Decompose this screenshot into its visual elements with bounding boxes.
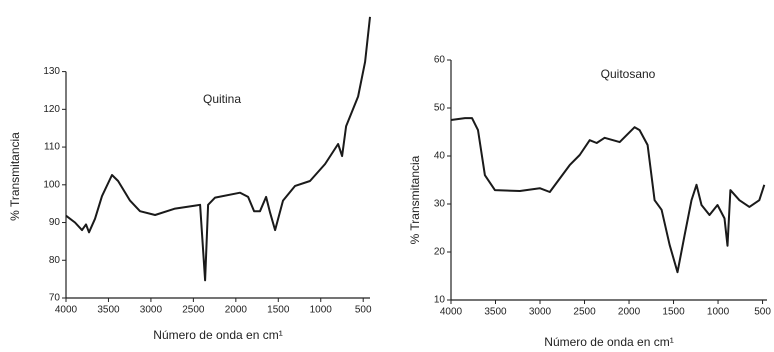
chart-title: Quitosano bbox=[601, 67, 656, 81]
y-tick-label: 10 bbox=[434, 295, 446, 306]
y-tick-label: 30 bbox=[434, 199, 446, 210]
x-tick-label: 3500 bbox=[97, 305, 120, 316]
y-tick-label: 50 bbox=[434, 103, 446, 114]
y-tick-label: 100 bbox=[43, 179, 60, 190]
x-tick-label: 3000 bbox=[529, 307, 552, 318]
x-tick-label: 2000 bbox=[618, 307, 641, 318]
chart-title: Quitina bbox=[203, 92, 241, 106]
y-axis-label: % Transmitancia bbox=[408, 155, 422, 244]
x-tick-label: 1500 bbox=[267, 305, 290, 316]
y-tick-label: 60 bbox=[434, 55, 446, 66]
x-tick-label: 2500 bbox=[573, 307, 596, 318]
x-tick-label: 4000 bbox=[55, 305, 78, 316]
x-tick-label: 3000 bbox=[140, 305, 163, 316]
y-tick-label: 80 bbox=[49, 255, 61, 266]
x-axis-label: Número de onda en cm¹ bbox=[544, 335, 673, 349]
spectrum-line bbox=[450, 117, 766, 274]
x-tick-label: 1000 bbox=[707, 307, 730, 318]
spectrum-line bbox=[65, 16, 371, 282]
x-tick-label: 2500 bbox=[182, 305, 205, 316]
x-tick-label: 2000 bbox=[225, 305, 248, 316]
x-tick-label: 1000 bbox=[310, 305, 333, 316]
y-tick-label: 40 bbox=[434, 151, 446, 162]
x-tick-label: 1500 bbox=[662, 307, 685, 318]
y-tick-label: 120 bbox=[43, 104, 60, 115]
x-axis-label: Número de onda en cm¹ bbox=[153, 328, 282, 342]
y-tick-label: 110 bbox=[44, 142, 60, 153]
y-tick-label: 130 bbox=[43, 66, 60, 77]
y-tick-label: 90 bbox=[49, 217, 61, 228]
y-axis-label: % Transmitancia bbox=[8, 132, 22, 221]
x-tick-label: 500 bbox=[355, 305, 372, 316]
x-tick-label: 3500 bbox=[484, 307, 507, 318]
y-tick-label: 20 bbox=[434, 247, 446, 258]
x-tick-label: 4000 bbox=[440, 307, 463, 318]
y-tick-label: 70 bbox=[49, 293, 61, 304]
x-tick-label: 500 bbox=[754, 307, 771, 318]
